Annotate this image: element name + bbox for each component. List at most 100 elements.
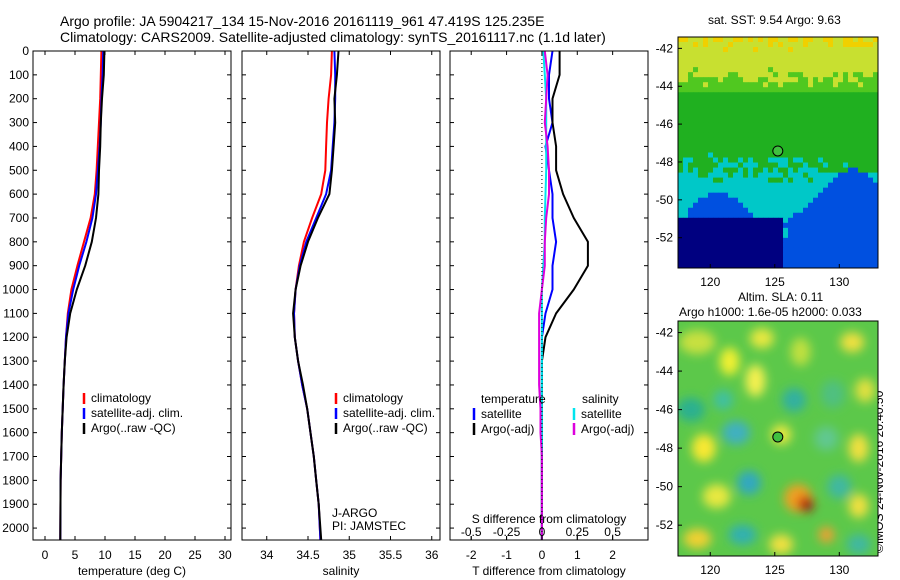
salinity-axes-frame (241, 50, 441, 541)
depth-tick-label: 1000 (2, 283, 29, 297)
salinity-legend-label: Argo(..raw -QC) (343, 421, 428, 435)
sst_map-lat-label: -42 (656, 41, 674, 55)
sla_map-lon-label: 130 (829, 563, 849, 577)
temperature-xtick-label: 20 (158, 548, 172, 562)
temperature-xtick-label: 15 (128, 548, 142, 562)
salinity-series (292, 51, 340, 540)
depth-tick-label: 1600 (2, 426, 29, 440)
sla_map-lon-label: 125 (765, 563, 785, 577)
difference-legend-label: Argo(-adj) (481, 422, 534, 436)
depth-tick-label: 1400 (2, 378, 29, 392)
difference-line-t-argo-adj- (540, 51, 589, 540)
depth-tick-label: 600 (9, 187, 29, 201)
salinity-xlabel: salinity (323, 564, 360, 578)
sst_map-frame (677, 36, 879, 269)
salinity-xtick-label: 36 (425, 548, 439, 562)
depth-tick-label: 500 (9, 163, 29, 177)
salinity-line-climatology (293, 51, 333, 540)
sst_map-lat-label: -48 (656, 155, 674, 169)
depth-tick-label: 700 (9, 211, 29, 225)
difference-top-xlabel: S difference from climatology (472, 512, 627, 526)
salinity-xtick-label: 35.5 (379, 548, 403, 562)
sst_map-axes: 120 125 130 -42 -44 -46 -48 -50 -52 (656, 36, 879, 289)
panel-difference: -2 -1 0 1 2 -0.5 -0.25 0 0.25 0.5S difference fro… (449, 50, 649, 578)
depth-tick-label: 1300 (2, 354, 29, 368)
salinity-xtick-label: 34 (260, 548, 274, 562)
annotation-line: J-ARGO (332, 506, 377, 520)
sst_map-lat-label: -46 (656, 117, 674, 131)
temperature-series (59, 51, 106, 540)
figure-title-line2: Climatology: CARS2009. Satellite-adjuste… (60, 29, 606, 45)
difference-xlabel: T difference from climatology (472, 564, 626, 578)
depth-tick-label: 2000 (2, 521, 29, 535)
temperature-line-argo-raw-qc- (59, 51, 106, 540)
sla_map-lat-label: -52 (656, 518, 674, 532)
depth-tick-label: 1100 (3, 306, 29, 320)
legend-title-salinity: salinity (582, 392, 619, 406)
temperature-xtick-label: 30 (218, 548, 232, 562)
sst-map (678, 37, 878, 268)
sst_map-lon-label: 120 (700, 275, 720, 289)
depth-tick-label: 800 (9, 235, 29, 249)
temperature-xtick-label: 5 (72, 548, 79, 562)
sla_map-lat-label: -46 (656, 403, 674, 417)
difference-series (538, 51, 589, 540)
sla_map-lat-label: -42 (656, 326, 674, 340)
difference-legend-label: satellite (581, 407, 622, 421)
depth-tick-label: 1200 (2, 330, 29, 344)
salinity-xtick-label: 34.5 (296, 548, 320, 562)
difference-stick-label: -0.5 (461, 525, 482, 539)
sla-map-title: Altim. SLA: 0.11 (738, 290, 824, 304)
sla_map-float-marker (772, 431, 784, 443)
sla_map-axes: 120 125 130 -42 -44 -46 -48 -50 -52 (656, 320, 879, 577)
salinity-legend-label: satellite-adj. clim. (343, 406, 435, 420)
difference-legend-label: satellite (481, 407, 522, 421)
difference-stick-label: 0.5 (604, 525, 621, 539)
difference-xtick-label: 1 (574, 548, 581, 562)
figure-title-line1: Argo profile: JA 5904217_134 15-Nov-2016… (60, 13, 545, 29)
temperature-xtick-label: 10 (98, 548, 112, 562)
depth-tick-label: 900 (9, 259, 29, 273)
depth-tick-label: 400 (9, 139, 29, 153)
temperature-legend-label: satellite-adj. clim. (91, 406, 183, 420)
difference-xtick-label: 0 (539, 548, 546, 562)
temperature-legend-label: Argo(..raw -QC) (91, 421, 176, 435)
panel-temperature: 0 5 10 15 20 25 300100200300400500600700800900… (2, 44, 232, 578)
difference-stick-label: 0.25 (566, 525, 590, 539)
depth-tick-label: 300 (9, 116, 29, 130)
sst_map-lat-label: -50 (656, 193, 674, 207)
depth-tick-label: 0 (22, 44, 29, 58)
temperature-legend-label: climatology (91, 391, 151, 405)
sla_map-lon-label: 120 (700, 563, 720, 577)
difference-xtick-label: -2 (466, 548, 477, 562)
depth-tick-label: 1900 (2, 497, 29, 511)
temperature-xtick-label: 25 (188, 548, 202, 562)
legend-title-temperature: temperature (481, 392, 546, 406)
sla_map-lat-label: -44 (656, 364, 674, 378)
temperature-line-satellite-adj-clim- (59, 51, 105, 540)
difference-xtick-label: -1 (501, 548, 512, 562)
sst_map-lon-label: 130 (829, 275, 849, 289)
sst_map-lat-label: -52 (656, 231, 674, 245)
sst_map-float-marker (772, 145, 784, 157)
annotation-line: PI: JAMSTEC (332, 519, 406, 533)
temperature-xlabel: temperature (deg C) (78, 564, 186, 578)
sst_map-lon-label: 125 (765, 275, 785, 289)
sla-map-subtitle: Argo h1000: 1.6e-05 h2000: 0.033 (679, 305, 862, 319)
difference-xtick-label: 2 (609, 548, 616, 562)
panel-salinity: 34 34.5 35 35.5 36 salinity (241, 50, 441, 578)
difference-legend: temperature salinitysatelliteArgo(-adj)sa… (472, 392, 634, 436)
depth-tick-label: 1500 (2, 402, 29, 416)
sla_map-lat-label: -50 (656, 480, 674, 494)
temperature-axes-frame (32, 50, 232, 541)
salinity-xtick-label: 35 (343, 548, 357, 562)
difference-stick-label: -0.25 (493, 525, 521, 539)
depth-tick-label: 100 (9, 68, 29, 82)
depth-tick-label: 1700 (2, 450, 29, 464)
difference-axes-frame (449, 50, 649, 541)
temperature-xtick-label: 0 (42, 548, 49, 562)
sst-map-title: sat. SST: 9.54 Argo: 9.63 (708, 13, 841, 27)
